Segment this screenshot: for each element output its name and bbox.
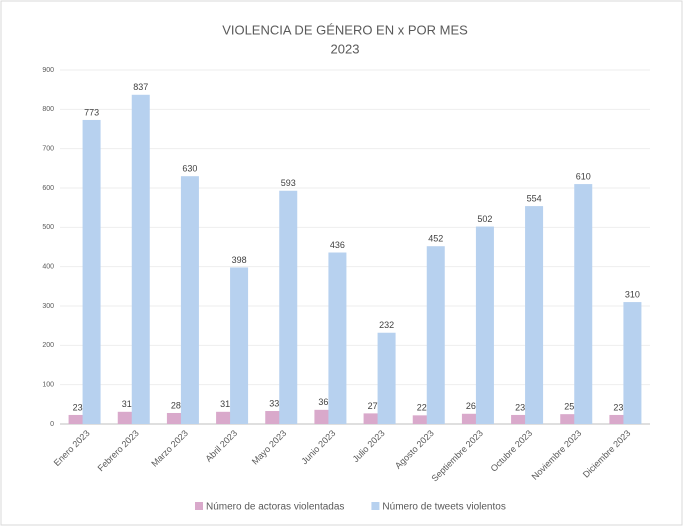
legend-swatch: [371, 502, 380, 510]
bar: [377, 332, 396, 424]
data-label: 773: [84, 107, 99, 117]
data-label: 593: [281, 178, 296, 188]
bar: [117, 411, 136, 424]
chart-subtitle: 2023: [331, 41, 360, 56]
data-label: 452: [428, 234, 443, 244]
data-label: 33: [269, 398, 279, 408]
data-label: 837: [133, 82, 148, 92]
data-label: 28: [171, 400, 181, 410]
legend-label: Número de tweets violentos: [382, 502, 505, 513]
data-label: 23: [613, 402, 623, 412]
bar: [609, 414, 628, 424]
y-tick-label: 700: [42, 146, 54, 153]
legend-label: Número de actoras violentadas: [206, 502, 344, 513]
data-label: 36: [318, 397, 328, 407]
chart-title: VIOLENCIA DE GÉNERO EN x POR MES: [222, 22, 468, 37]
y-tick-label: 300: [42, 303, 54, 310]
bar: [68, 414, 87, 424]
data-label: 22: [417, 403, 427, 413]
bar: [574, 184, 593, 424]
data-label: 23: [73, 402, 83, 412]
data-label: 610: [576, 171, 591, 181]
data-label: 436: [330, 240, 345, 250]
legend-swatch: [195, 502, 203, 510]
bar: [166, 412, 185, 424]
data-label: 502: [477, 214, 492, 224]
data-label: 310: [625, 289, 640, 299]
y-tick-label: 600: [42, 185, 54, 192]
bar: [279, 190, 298, 424]
y-tick-label: 900: [42, 67, 54, 74]
bar: [131, 94, 150, 424]
data-label: 27: [368, 401, 378, 411]
data-label: 31: [122, 399, 132, 409]
bar: [412, 415, 431, 424]
bar: [475, 226, 494, 424]
bar: [426, 246, 445, 424]
data-label: 554: [527, 193, 542, 203]
bar: [511, 414, 530, 424]
bar: [265, 411, 284, 424]
bar: [623, 302, 642, 424]
bar: [328, 252, 347, 424]
bar: [230, 267, 249, 424]
data-label: 23: [515, 402, 525, 412]
bar: [314, 409, 333, 424]
data-label: 232: [379, 320, 394, 330]
bar: [180, 176, 199, 424]
y-tick-label: 0: [50, 421, 54, 428]
bar: [363, 413, 382, 424]
data-label: 630: [182, 164, 197, 174]
y-tick-label: 800: [42, 106, 54, 113]
data-label: 31: [220, 399, 230, 409]
bar: [560, 414, 579, 424]
y-tick-label: 500: [42, 224, 54, 231]
y-tick-label: 200: [42, 342, 54, 349]
y-tick-label: 400: [42, 264, 54, 271]
data-label: 398: [232, 255, 247, 265]
bar: [525, 206, 544, 424]
y-tick-label: 100: [42, 382, 54, 389]
data-label: 26: [466, 401, 476, 411]
data-label: 25: [564, 402, 574, 412]
bar: [461, 413, 480, 424]
bar: [216, 411, 235, 424]
bar: [82, 119, 101, 424]
